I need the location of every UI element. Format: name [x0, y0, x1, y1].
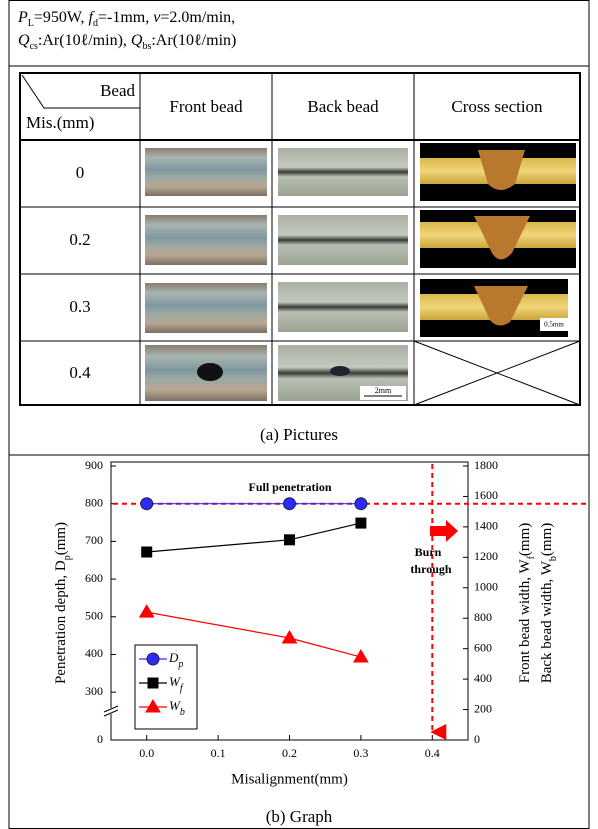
header-part: bs	[142, 41, 151, 52]
row-label: 0.2	[69, 230, 90, 249]
caption: (b) Graph	[266, 807, 333, 826]
row-label: 0.4	[69, 363, 91, 382]
y-tick-label: 400	[85, 646, 103, 660]
corner-label: Mis.(mm)	[26, 113, 94, 132]
header-part: Q	[131, 32, 143, 49]
y2-axis-label-part: Front bead width, W	[517, 559, 533, 684]
y-axis-label-part: (mm)	[53, 522, 69, 555]
x-tick-label: 0.4	[425, 746, 440, 760]
y-tick-label: 500	[85, 609, 103, 623]
y2-axis-label: Front bead width, Wf(mm)	[517, 523, 536, 684]
header-line: Qcs:Ar(10ℓ/min), Qbs:Ar(10ℓ/min)	[18, 32, 236, 52]
y-tick-label: 0	[97, 732, 103, 746]
row-label: 0.3	[69, 297, 90, 316]
y2-tick-label: 0	[474, 732, 480, 746]
header-part: =-1mm,	[98, 9, 153, 26]
header-line: PL=950W, fd=-1mm, v=2.0m/min,	[17, 9, 235, 29]
x-tick-label: 0.2	[282, 746, 297, 760]
y2-tick-label: 1600	[474, 488, 498, 502]
x-tick-label: 0.3	[353, 746, 368, 760]
header-part: :Ar(10ℓ/min)	[151, 32, 236, 49]
annotation: Burn	[415, 545, 442, 559]
annotation: Full penetration	[249, 480, 332, 494]
point	[140, 605, 154, 617]
y2-tick-label: 800	[474, 610, 492, 624]
row-label: 0	[76, 163, 85, 182]
header-part: :Ar(10ℓ/min),	[38, 32, 131, 49]
page: PL=950W, fd=-1mm, v=2.0m/min, Qcs:Ar(10ℓ…	[0, 0, 598, 829]
point	[142, 547, 152, 557]
annotation: through	[410, 562, 451, 576]
corner-label: Bead	[100, 81, 135, 100]
point	[355, 498, 367, 510]
y2-axis-label-part: (mm)	[517, 523, 533, 556]
point	[285, 535, 295, 545]
point	[148, 678, 158, 688]
x-axis-label: Misalignment(mm)	[231, 771, 348, 787]
x-tick-label: 0.0	[139, 746, 154, 760]
point	[147, 653, 159, 665]
y-tick-label: 800	[85, 495, 103, 509]
y-axis-label: Penetration depth, Dp(mm)	[53, 522, 72, 684]
y2-tick-label: 1400	[474, 519, 498, 533]
y-axis-label-part: Penetration depth, D	[53, 560, 69, 684]
x-tick-label: 0.1	[211, 746, 226, 760]
y2-tick-label: 400	[474, 671, 492, 685]
y-tick-label: 700	[85, 533, 103, 547]
y2-axis-label-part: (mm)	[539, 523, 555, 556]
chart: 0.0 0.1 0.2 0.3 0.4 0 300 400 500 600 700 800 900 0 20…	[53, 458, 586, 788]
outer-frame	[9, 1, 589, 829]
header-part: cs	[30, 41, 38, 52]
point	[356, 518, 366, 528]
figure: PL=950W, fd=-1mm, v=2.0m/min, Qcs:Ar(10ℓ…	[0, 0, 598, 829]
legend-label-part: D	[168, 650, 179, 665]
burn-through-arrow	[430, 520, 458, 542]
y2-axis-label-part: Back bead width, W	[539, 560, 555, 683]
legend-label-part: p	[177, 659, 183, 670]
column-header: Front bead	[169, 97, 243, 116]
y-tick-label: 600	[85, 571, 103, 585]
y2-tick-label: 600	[474, 640, 492, 654]
y2-tick-label: 1200	[474, 549, 498, 563]
caption: (a) Pictures	[260, 425, 338, 444]
legend-label-part: b	[180, 707, 185, 718]
column-header: Cross section	[451, 97, 543, 116]
scale-label: 2mm	[375, 386, 392, 395]
scale-label: 0.5mm	[544, 321, 564, 329]
column-header: Back bead	[307, 97, 379, 116]
header-part: =950W,	[34, 9, 89, 26]
y2-tick-label: 1000	[474, 580, 498, 594]
legend-box	[135, 645, 197, 729]
y-tick-label: 300	[85, 684, 103, 698]
header-part: =2.0m/min,	[160, 9, 235, 26]
header-part: Q	[18, 32, 30, 49]
header-part: P	[17, 9, 28, 26]
y2-tick-label: 200	[474, 701, 492, 715]
series-line	[147, 523, 361, 552]
point	[141, 498, 153, 510]
y-tick-label: 900	[85, 458, 103, 472]
y2-tick-label: 1800	[474, 458, 498, 472]
y2-axis-label: Back bead width, Wb(mm)	[539, 523, 558, 684]
point	[284, 498, 296, 510]
